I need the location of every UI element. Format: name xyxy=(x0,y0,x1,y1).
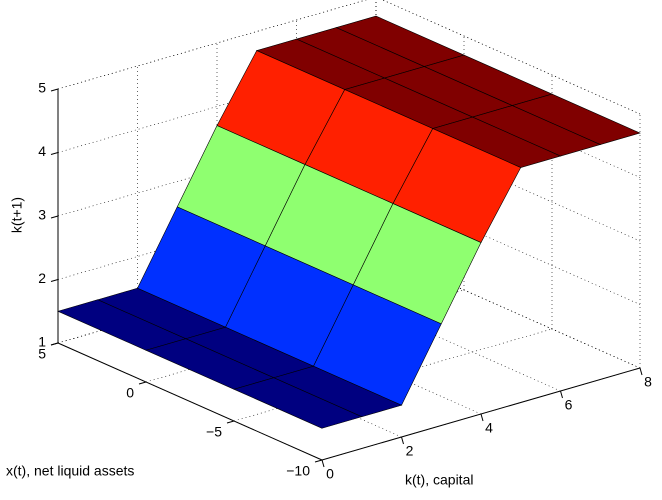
grid-line xyxy=(382,0,641,115)
z-tick-label: 1 xyxy=(38,334,46,350)
x-tick-label: 6 xyxy=(565,397,573,413)
z-tick-label: 3 xyxy=(38,207,46,223)
x-tick-label: 0 xyxy=(326,466,334,482)
y-tick-label: 0 xyxy=(126,385,134,401)
surface-patch xyxy=(233,377,363,429)
x-tick-label: 8 xyxy=(644,374,652,390)
x-axis-label: k(t), capital xyxy=(405,472,473,488)
tick-mark xyxy=(138,381,147,385)
z-axis-label: k(t+1) xyxy=(9,197,25,233)
z-tick-label: 4 xyxy=(38,143,46,159)
y-tick-label: 5 xyxy=(38,346,46,362)
x-tick-label: 4 xyxy=(485,420,493,436)
y-axis-label: x(t), net liquid assets xyxy=(6,463,134,479)
tick-mark xyxy=(50,88,59,92)
tick-mark xyxy=(50,279,59,282)
tick-mark xyxy=(314,459,323,463)
y-tick-label: −5 xyxy=(206,424,222,440)
tick-mark xyxy=(480,413,484,422)
tick-mark xyxy=(401,436,404,445)
z-tick-label: 2 xyxy=(38,270,46,286)
tick-mark xyxy=(321,459,325,468)
tick-mark xyxy=(50,152,59,155)
tick-mark xyxy=(50,215,59,219)
surface-layer xyxy=(57,15,641,429)
tick-mark xyxy=(560,390,563,399)
tick-mark xyxy=(639,367,643,376)
tick-mark xyxy=(226,420,235,424)
z-tick-label: 5 xyxy=(38,80,46,96)
x-tick-label: 2 xyxy=(406,443,414,459)
tick-mark xyxy=(50,342,59,346)
x-axis xyxy=(321,367,641,461)
y-tick-label: −10 xyxy=(286,463,310,479)
y-axis xyxy=(57,342,323,461)
